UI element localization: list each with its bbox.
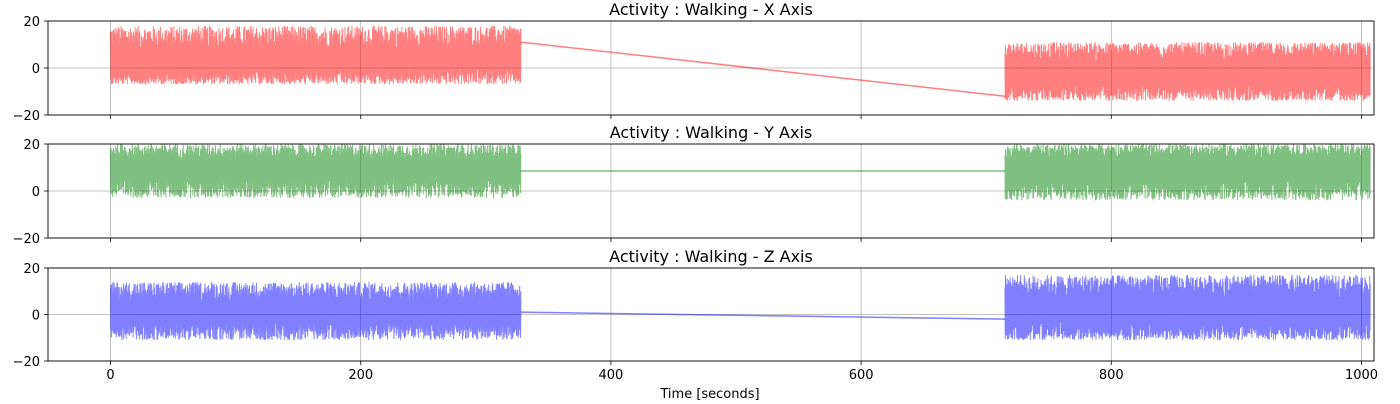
series-segment-0 [110, 25, 522, 85]
series-2 [110, 274, 1371, 341]
series-1 [110, 144, 1371, 201]
series-gap-line [520, 311, 1005, 320]
chart-title: Activity : Walking - X Axis [609, 0, 813, 19]
y-tick-label: 0 [32, 62, 40, 77]
series-segment-1 [1004, 42, 1371, 101]
x-axis-label: Time [seconds] [659, 387, 759, 400]
series-segment-0 [110, 281, 522, 341]
x-tick-label: 400 [599, 368, 624, 383]
y-tick-label: 0 [32, 185, 40, 200]
chart-title: Activity : Walking - Y Axis [610, 123, 812, 142]
y-tick-label: 0 [32, 309, 40, 324]
y-tick-label: −20 [13, 355, 40, 370]
x-tick-label: 800 [1099, 368, 1124, 383]
x-tick-label: 200 [348, 368, 373, 383]
chart-panel-0: −20 0 20 Activity : Walking - X Axis [13, 0, 1375, 124]
y-tick-label: −20 [13, 109, 40, 124]
x-tick-label: 1000 [1345, 368, 1378, 383]
y-tick-label: −20 [13, 232, 40, 247]
y-tick-label: 20 [23, 15, 40, 30]
y-tick-label: 20 [23, 262, 40, 277]
chart-title: Activity : Walking - Z Axis [609, 247, 813, 266]
series-segment-0 [110, 144, 522, 199]
series-segment-1 [1004, 144, 1371, 201]
series-segment-1 [1004, 274, 1371, 341]
chart-panel-1: −20 0 20 Activity : Walking - Y Axis [13, 123, 1375, 247]
series-gap-line [520, 41, 1006, 97]
series-0 [110, 25, 1371, 101]
y-tick-label: 20 [23, 138, 40, 153]
x-tick-label: 600 [849, 368, 874, 383]
x-tick-label: 0 [106, 368, 114, 383]
